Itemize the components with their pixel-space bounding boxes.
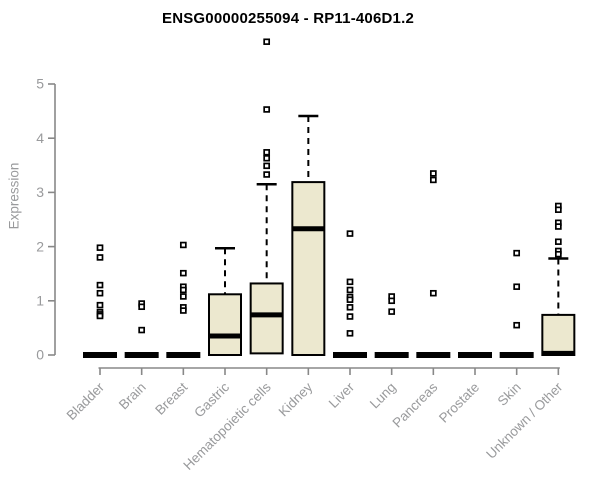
y-tick-label: 3	[36, 184, 44, 200]
zero-box-bar	[499, 352, 534, 358]
outlier-point	[179, 269, 187, 277]
x-tick-label: Gastric	[191, 379, 232, 420]
zero-box-bar	[374, 352, 409, 358]
y-tick-label: 0	[36, 347, 44, 363]
outlier-point	[554, 238, 562, 245]
outlier-point	[513, 249, 521, 257]
box	[291, 181, 326, 356]
zero-box-bar	[458, 352, 493, 358]
x-tick-label: Liver	[326, 379, 358, 411]
outlier-point	[179, 293, 187, 300]
outlier-point	[263, 162, 271, 170]
zero-box-bar	[166, 352, 201, 358]
outlier-point	[346, 304, 354, 311]
y-tick-label: 2	[36, 238, 44, 254]
chart-title: ENSG00000255094 - RP11-406D1.2	[161, 10, 415, 27]
box	[208, 293, 243, 356]
outlier-point	[346, 296, 354, 303]
outlier-point	[263, 106, 271, 113]
zero-box-bar	[333, 352, 368, 358]
outlier-point	[513, 321, 521, 329]
y-tick-label: 5	[36, 76, 44, 92]
x-tick-label: Kidney	[276, 379, 316, 419]
outlier-point	[263, 149, 271, 156]
x-tick-label: Pancreas	[390, 379, 441, 430]
outlier-point	[429, 170, 437, 177]
outlier-point	[179, 241, 187, 249]
outlier-point	[346, 286, 354, 294]
x-tick-label: Bladder	[64, 379, 108, 423]
outlier-point	[429, 176, 437, 184]
zero-box-bar	[124, 352, 159, 358]
x-tick-label: Lung	[367, 380, 399, 412]
y-tick-label: 4	[36, 130, 44, 146]
zero-box-bar	[83, 352, 117, 358]
x-tick-label: Skin	[495, 380, 524, 409]
outlier-point	[554, 206, 562, 213]
outlier-point	[96, 254, 104, 261]
outlier-point	[388, 297, 396, 305]
box	[541, 313, 576, 356]
outlier-point	[96, 312, 104, 320]
x-tick-label: Unknown / Other	[483, 379, 566, 462]
outlier-point	[138, 303, 146, 311]
outlier-point	[388, 308, 396, 315]
outlier-point	[96, 244, 104, 251]
outlier-point	[429, 289, 437, 297]
y-tick-label: 1	[36, 293, 44, 309]
outlier-point	[346, 278, 354, 286]
box	[249, 282, 284, 355]
outlier-point	[96, 289, 104, 297]
outlier-point	[96, 281, 104, 289]
x-tick-label: Brain	[116, 380, 149, 413]
outlier-point	[96, 301, 104, 309]
outlier-point	[554, 250, 562, 258]
outlier-point	[263, 38, 271, 45]
outlier-point	[346, 230, 354, 237]
outlier-point	[346, 313, 354, 320]
outlier-point	[513, 283, 521, 290]
outlier-point	[263, 171, 271, 178]
outlier-point	[138, 326, 146, 334]
outlier-point	[179, 286, 187, 294]
outlier-point	[263, 155, 271, 162]
outlier-point	[346, 330, 354, 337]
outlier-point	[179, 307, 187, 314]
x-tick-label: Prostate	[436, 380, 482, 426]
x-tick-label: Breast	[152, 379, 190, 417]
zero-box-bar	[416, 352, 451, 358]
outlier-point	[554, 223, 562, 230]
